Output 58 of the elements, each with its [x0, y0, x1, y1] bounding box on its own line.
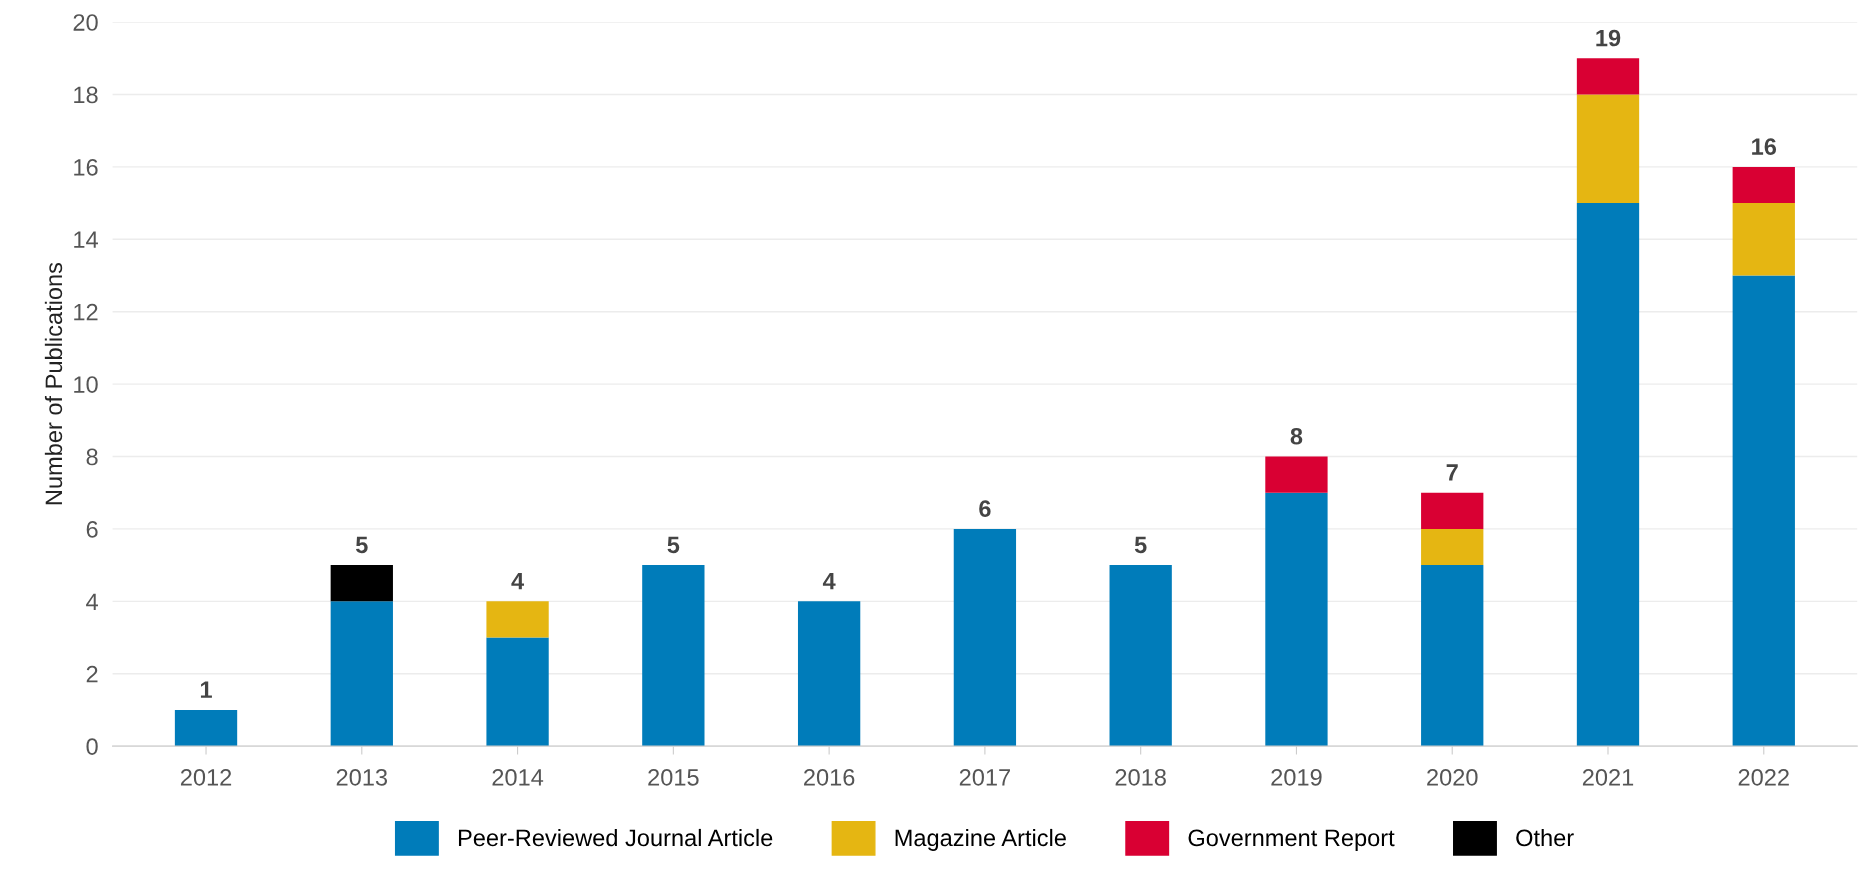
total-label: 7: [1446, 464, 1458, 481]
x-tick-label: 2016: [804, 768, 855, 786]
y-tick-label: 6: [86, 520, 98, 538]
bar: [1421, 492, 1484, 529]
bar: [1732, 275, 1795, 747]
total-label: 1: [200, 681, 212, 698]
bar: [1576, 58, 1640, 95]
y-tick-label: 0: [86, 738, 98, 755]
bar: [1732, 166, 1795, 204]
total-label: 5: [667, 536, 680, 554]
legend-label: Government Report: [1188, 829, 1395, 851]
y-tick-label: 16: [74, 158, 98, 176]
y-axis-title: Number of Publications: [44, 262, 63, 505]
bar: [1265, 456, 1328, 493]
bar: [1576, 203, 1640, 747]
bar: [1732, 203, 1795, 276]
legend-label: Peer-Reviewed Journal Article: [458, 828, 773, 847]
bar: [953, 528, 1017, 747]
y-tick-label: 14: [74, 231, 98, 248]
y-tick-label: 10: [74, 376, 98, 393]
bar: [1421, 565, 1484, 747]
x-tick-label: 2015: [648, 768, 699, 786]
bar: [330, 601, 393, 747]
bar: [330, 565, 393, 602]
bar: [797, 601, 861, 747]
total-label: 5: [1134, 536, 1147, 554]
total-label: 8: [1290, 427, 1303, 445]
x-tick-label: 2019: [1271, 768, 1322, 786]
bar: [486, 601, 549, 638]
total-label: 4: [511, 572, 525, 590]
x-tick-label: 2017: [959, 768, 1010, 786]
bar: [1421, 528, 1484, 566]
legend-label: Other: [1516, 828, 1574, 847]
y-tick-label: 12: [74, 303, 98, 321]
y-tick-label: 18: [74, 86, 98, 104]
bar: [1109, 565, 1172, 747]
total-label: 19: [1596, 29, 1621, 47]
x-tick-label: 2013: [336, 768, 388, 786]
x-tick-label: 2020: [1427, 768, 1478, 786]
x-tick-label: 2014: [492, 768, 544, 786]
bar: [486, 637, 549, 747]
y-tick-label: 2: [86, 665, 98, 683]
total-label: 4: [822, 572, 836, 590]
legend-label: Magazine Article: [895, 828, 1066, 851]
bar: [1576, 94, 1640, 204]
y-tick-label: 8: [86, 448, 98, 466]
total-label: 5: [355, 536, 368, 554]
bar: [642, 565, 705, 747]
bar: [174, 709, 238, 747]
x-tick-label: 2022: [1738, 768, 1789, 786]
y-tick-label: 4: [86, 593, 98, 610]
total-label: 16: [1752, 138, 1777, 155]
x-tick-label: 2021: [1582, 768, 1634, 786]
x-tick-label: 2012: [180, 768, 232, 786]
total-label: 6: [979, 500, 991, 518]
y-tick-label: 20: [73, 14, 98, 31]
x-tick-label: 2018: [1115, 768, 1166, 786]
bar: [1265, 492, 1328, 747]
